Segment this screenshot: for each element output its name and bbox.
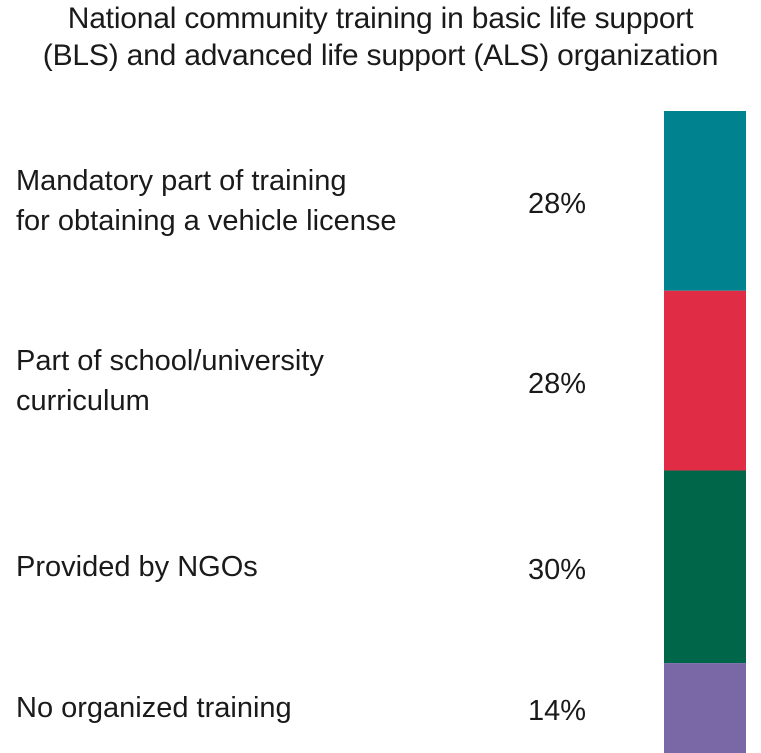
chart-title-line-2: (BLS) and advanced life support (ALS) or…	[42, 39, 719, 72]
category-label-3: Provided by NGOs	[16, 550, 258, 583]
chart-title: National community training in basic lif…	[0, 0, 761, 74]
bar-segment-1	[664, 111, 746, 291]
value-label-1: 28%	[528, 187, 587, 220]
stacked-bar	[664, 111, 746, 753]
chart-title-line-1: National community training in basic lif…	[67, 2, 694, 35]
stacked-bar-svg	[664, 111, 746, 753]
category-label-1: Mandatory part of training for obtaining…	[16, 164, 397, 237]
category-label-2: Part of school/university curriculum	[16, 344, 324, 417]
value-label-3: 30%	[528, 553, 587, 586]
bar-segment-3	[664, 470, 746, 664]
bar-segment-4	[664, 663, 746, 753]
value-label-2: 28%	[528, 367, 587, 400]
value-label-4: 14%	[528, 695, 587, 728]
bar-segment-2	[664, 290, 746, 471]
category-label-4: No organized training	[16, 692, 292, 725]
